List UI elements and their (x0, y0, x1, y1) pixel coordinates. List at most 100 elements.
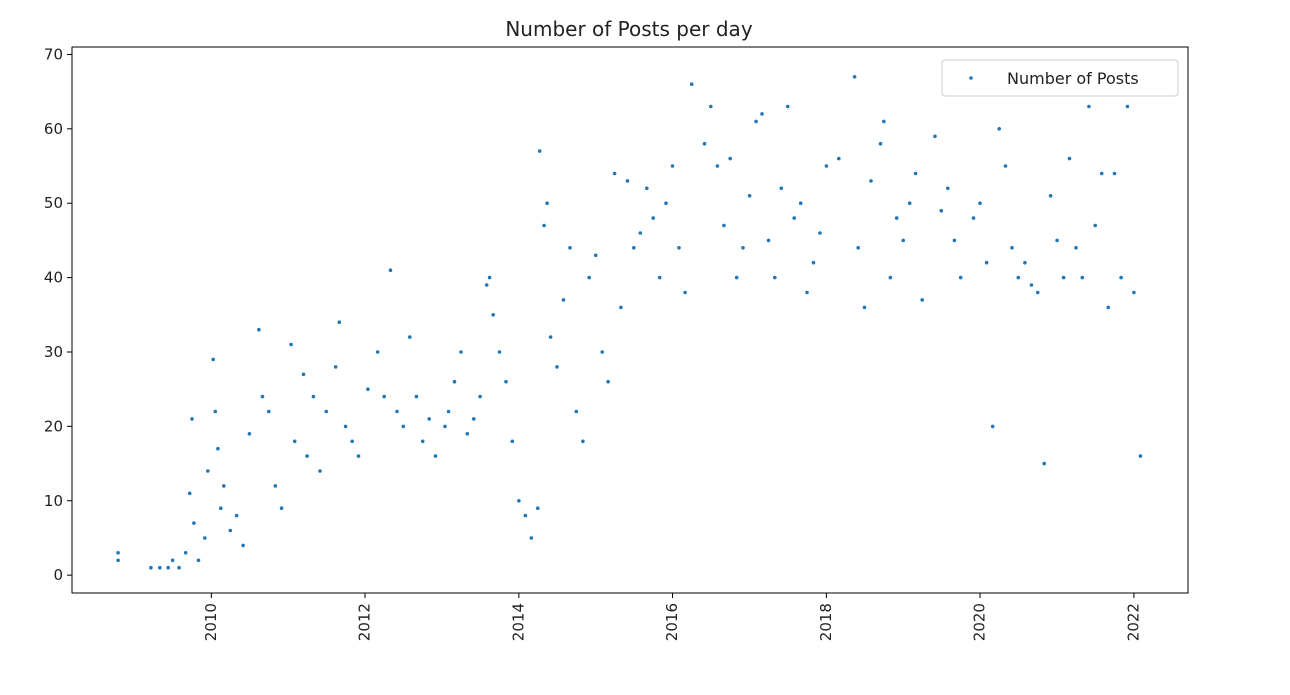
data-point (116, 558, 120, 563)
points-layer (116, 75, 1143, 570)
data-point (465, 432, 470, 436)
x-tick-label: 2012 (355, 603, 373, 641)
data-point (798, 201, 803, 205)
data-point (638, 231, 643, 235)
data-point (116, 551, 120, 555)
data-point (779, 186, 784, 191)
data-point (760, 112, 764, 116)
data-point (741, 246, 745, 250)
data-point (811, 260, 816, 265)
data-point (375, 350, 380, 354)
legend-marker (969, 76, 973, 80)
data-point (395, 409, 399, 414)
x-tick-label: 2010 (202, 603, 220, 641)
data-point (568, 246, 572, 250)
data-point (343, 424, 348, 429)
data-point (1106, 305, 1110, 310)
y-tick-label: 10 (44, 492, 63, 510)
data-point (715, 164, 720, 168)
data-point (241, 543, 245, 548)
data-point (273, 484, 278, 488)
data-point (824, 164, 829, 168)
data-point (177, 565, 181, 570)
data-point (427, 417, 432, 421)
data-point (234, 513, 239, 518)
data-point (478, 394, 482, 399)
data-point (401, 424, 406, 429)
data-point (625, 179, 630, 183)
data-point (1055, 238, 1059, 243)
data-point (600, 350, 604, 354)
data-point (990, 424, 995, 429)
data-point (677, 246, 681, 250)
data-point (211, 357, 215, 362)
data-point (318, 469, 322, 473)
x-tick-label: 2014 (509, 603, 527, 641)
data-point (213, 409, 218, 414)
data-point (894, 216, 899, 220)
data-point (952, 238, 957, 243)
legend: Number of Posts (941, 59, 1179, 97)
data-point (484, 283, 489, 287)
data-point (388, 268, 393, 273)
data-point (206, 469, 210, 473)
data-point (888, 275, 893, 280)
data-point (958, 275, 963, 280)
data-point (1029, 283, 1034, 287)
data-point (1067, 156, 1072, 161)
data-point (971, 216, 976, 220)
data-point (216, 446, 220, 451)
data-point (183, 551, 188, 555)
data-point (537, 149, 542, 153)
data-point (408, 335, 412, 339)
data-point (670, 164, 675, 168)
data-point (1023, 260, 1027, 265)
data-point (350, 439, 355, 444)
data-point (443, 424, 447, 429)
data-point (292, 439, 297, 444)
y-axis: 0 10 20 30 40 50 60 70 (44, 45, 72, 584)
data-point (472, 417, 476, 421)
data-point (366, 387, 370, 392)
data-point (728, 156, 732, 161)
data-point (882, 119, 886, 124)
x-tick-label: 2020 (971, 603, 989, 641)
data-point (192, 521, 196, 525)
data-point (946, 186, 950, 191)
data-point (978, 201, 982, 205)
data-point (852, 75, 857, 79)
data-point (1010, 246, 1014, 250)
data-point (734, 275, 739, 280)
x-tick-label: 2018 (817, 603, 835, 641)
data-point (1138, 454, 1143, 458)
data-point (1016, 275, 1021, 280)
y-tick-label: 70 (44, 45, 63, 63)
data-point (792, 216, 796, 220)
data-point (920, 298, 924, 302)
data-point (247, 432, 252, 436)
data-point (1061, 275, 1066, 280)
data-point (901, 238, 905, 243)
data-point (773, 275, 777, 280)
data-point (279, 506, 284, 511)
data-point (939, 208, 944, 213)
data-point (651, 216, 655, 220)
data-point (1093, 223, 1097, 228)
data-point (1125, 104, 1130, 109)
data-point (487, 275, 492, 280)
data-point (907, 201, 912, 205)
x-tick-label: 2016 (663, 603, 681, 641)
data-point (632, 246, 636, 250)
data-point (203, 536, 207, 540)
y-tick-label: 50 (44, 194, 63, 212)
data-point (722, 223, 726, 228)
data-point (645, 186, 649, 191)
data-point (301, 372, 306, 377)
x-tick-label: 2022 (1124, 603, 1142, 641)
data-point (984, 260, 989, 265)
data-point (747, 194, 752, 198)
data-point (1099, 171, 1104, 176)
data-point (689, 82, 694, 86)
data-point (289, 342, 293, 347)
